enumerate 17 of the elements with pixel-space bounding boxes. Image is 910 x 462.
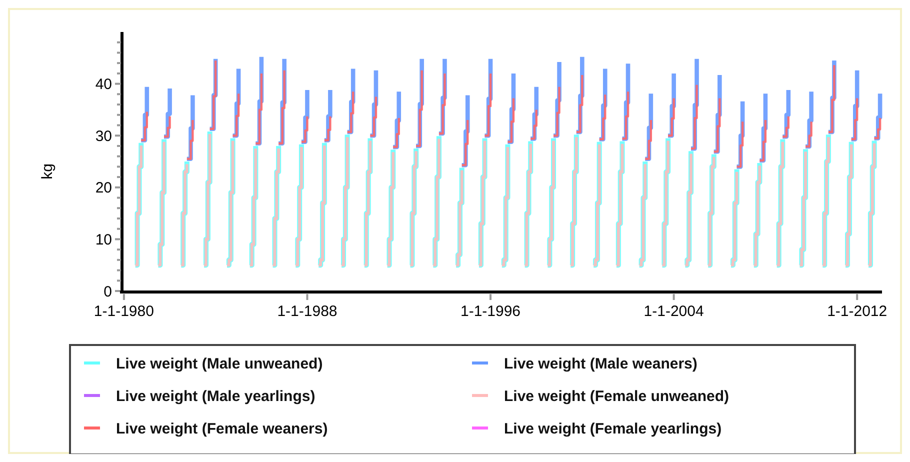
legend-label: Live weight (Female weaners) [116, 420, 328, 438]
y-tick-label: 0 [104, 283, 112, 300]
y-tick-label: 20 [95, 180, 112, 197]
legend-label: Live weight (Male unweaned) [116, 355, 323, 372]
x-tick-label: 1-1-2012 [827, 303, 888, 320]
y-tick-label: 30 [95, 128, 112, 145]
legend-label: Live weight (Female yearlings) [504, 420, 722, 438]
x-tick-label: 1-1-2004 [644, 303, 704, 320]
legend-label: Live weight (Male yearlings) [116, 388, 316, 405]
y-axis-title: kg [39, 164, 56, 180]
x-tick-label: 1-1-1996 [460, 303, 521, 320]
x-tick-label: 1-1-1980 [94, 303, 154, 320]
legend-label: Live weight (Male weaners) [504, 355, 698, 372]
legend-label: Live weight (Female unweaned) [504, 388, 730, 405]
y-tick-label: 10 [95, 231, 112, 248]
y-tick-label: 40 [95, 76, 112, 94]
x-tick-label: 1-1-1988 [277, 303, 338, 320]
